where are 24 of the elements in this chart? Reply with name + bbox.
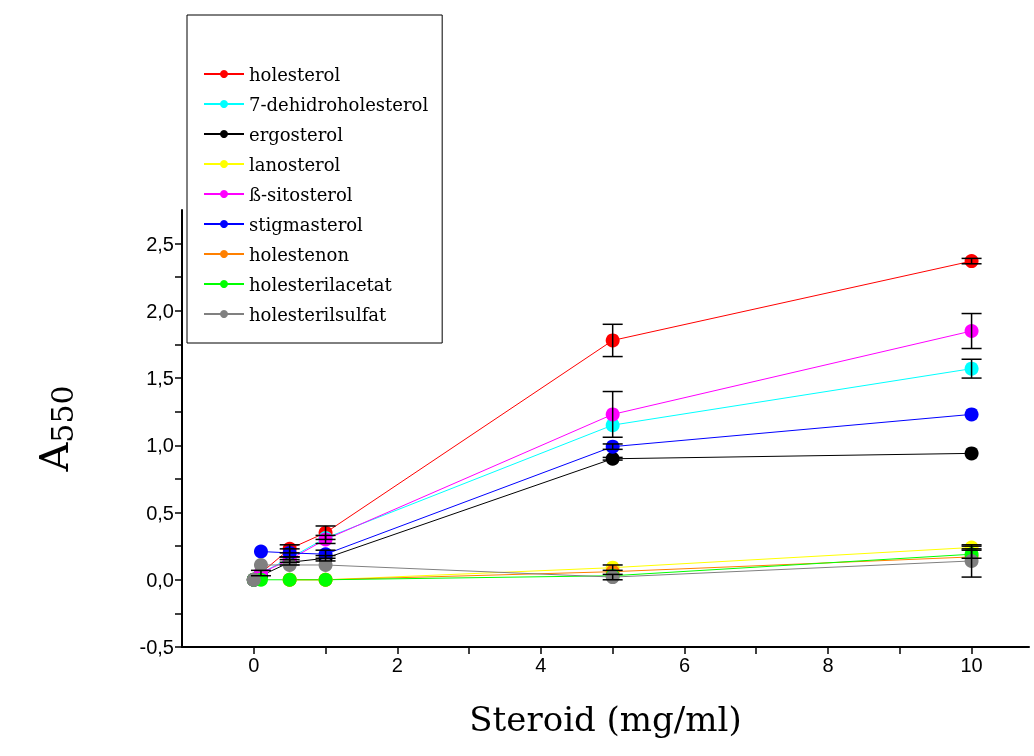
x-tick-label: 10 (960, 654, 983, 676)
y-tick-label: 1,5 (146, 367, 174, 390)
y-tick-label: 2,0 (146, 299, 174, 322)
y-axis-title: A550 (31, 385, 80, 473)
x-tick-label: 6 (678, 654, 691, 676)
x-tick-label: 2 (391, 654, 403, 676)
legend-label: ergosterol (249, 123, 344, 145)
x-tick-label: 0 (248, 654, 260, 676)
legend-label: 7-dehidroholesterol (249, 93, 429, 115)
legend-label: stigmasterol (249, 213, 364, 235)
legend-label: holesterol (249, 63, 341, 85)
y-tick-label: 1,0 (146, 434, 174, 457)
legend-label: holesterilacetat (249, 273, 393, 295)
x-tick-label: 4 (535, 654, 547, 676)
y-tick-label: -0,5 (139, 636, 174, 658)
legend-label: holestenon (249, 243, 350, 265)
legend-label: lanosterol (249, 153, 341, 175)
x-axis-title: Steroid (mg/ml) (469, 699, 742, 739)
legend-label: ß-sitosterol (249, 183, 353, 205)
legend-label: holesterilsulfat (249, 303, 388, 325)
y-tick-label: 0,0 (146, 568, 174, 591)
y-tick-label: 0,5 (146, 501, 174, 524)
y-tick-label: 2,5 (146, 232, 174, 255)
x-tick-label: 8 (822, 654, 834, 676)
